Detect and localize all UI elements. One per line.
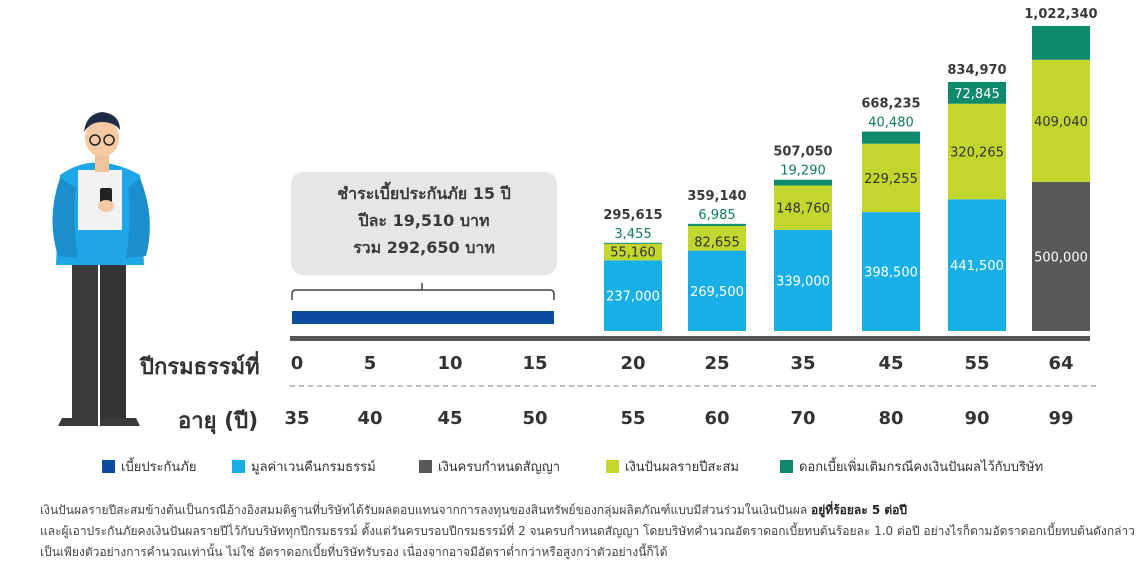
bar-segment-interest [1032,26,1090,60]
bar-segment-dividend [688,225,746,251]
footnote-part-2: และผู้เอาประกันภัยคงเงินปันผลรายปีไว้กับ… [40,524,1135,559]
legend-label-maturity: เงินครบกำหนดสัญญา [438,460,561,475]
total-label: 295,615 [603,208,662,223]
total-label: 834,970 [947,63,1006,78]
data-label-cash-value: 339,000 [776,274,830,289]
bar-segment-maturity [1032,181,1090,331]
policy-year-tick: 10 [437,353,462,374]
bar-group: 441,500 320,265 72,845 834,970 [947,63,1007,331]
info-line-3: รวม 292,650 บาท [353,238,495,257]
bar-segment-dividend [1032,59,1090,182]
data-label-dividend: 82,655 [694,236,740,251]
bar-segment-cash-value [948,199,1006,331]
data-label-dividend: 55,160 [610,245,656,260]
age-tick: 35 [284,408,309,429]
bar-group: 237,000 55,160 3,455 295,615 [603,208,663,331]
total-label: 1,022,340 [1024,7,1097,22]
legend-swatch-dividend [606,460,619,473]
legend-item-dividend: เงินปันผลรายปีสะสม [606,456,739,477]
age-tick: 70 [790,408,815,429]
data-label-interest: 40,480 [868,116,914,131]
legend-item-cash-value: มูลค่าเวนคืนกรมธรรม์ [232,456,376,477]
age-tick: 55 [620,408,645,429]
premium-bar [292,311,554,324]
legend-item-interest: ดอกเบี้ยเพิ่มเติมกรณีคงเงินปันผลไว้กับบร… [780,456,1043,477]
ticks-layer: 0 5 10 15 20 25 35 45 55 64 35 40 45 50 55 60 70 80 90 99 [284,353,1073,429]
legend-swatch-interest [780,460,793,473]
policy-year-tick: 25 [704,353,729,374]
legend-swatch-maturity [419,460,432,473]
data-label-dividend: 320,265 [950,146,1004,161]
bar-segment-dividend [604,243,662,261]
policy-year-tick: 20 [620,353,645,374]
bar-group: 269,500 82,655 6,985 359,140 [687,189,747,331]
info-line-2: ปีละ 19,510 บาท [358,211,490,230]
data-label-cash-value: 237,000 [606,290,660,305]
policy-year-tick: 5 [364,353,377,374]
bar-segment-cash-value [688,250,746,331]
age-tick: 99 [1048,408,1073,429]
stacked-bar-chart: 237,000 55,160 3,455 295,615 269,500 82,655 6,… [52,7,1098,429]
bars-layer: 237,000 55,160 3,455 295,615 269,500 82,655 6,… [603,7,1098,331]
policy-year-tick: 15 [522,353,547,374]
premium-bracket [291,283,555,300]
policy-year-tick: 55 [964,353,989,374]
footnote-part-1: เงินปันผลรายปีสะสมข้างต้นเป็นกรณีอ้างอิง… [40,503,812,517]
bar-group: 398,500 229,255 40,480 668,235 [861,97,921,331]
data-label-cash-value: 398,500 [864,266,918,281]
age-tick: 50 [522,408,547,429]
age-tick: 40 [357,408,382,429]
age-tick: 80 [878,408,903,429]
bar-group: 500,000 409,040 1,022,340 [1024,7,1098,331]
footnote-bold: อยู่ที่ร้อยละ 5 ต่อปี [811,503,907,517]
policy-year-tick: 0 [291,353,304,374]
legend-swatch-premium [102,460,115,473]
total-label: 507,050 [773,145,832,160]
data-label-interest: 3,455 [614,227,651,242]
data-label-cash-value: 441,500 [950,259,1004,274]
legend-label-dividend: เงินปันผลรายปีสะสม [625,460,739,475]
policy-year-row-label: ปีกรมธรรม์ที่ [140,355,260,380]
data-label-cash-value: 269,500 [690,285,744,300]
age-tick: 60 [704,408,729,429]
total-label: 359,140 [687,189,746,204]
legend-label-premium: เบี้ยประกันภัย [121,460,197,475]
bar-segment-dividend [774,185,832,230]
policy-year-tick: 64 [1048,353,1073,374]
data-label-dividend: 148,760 [776,202,830,217]
legend-swatch-cash-value [232,460,245,473]
bar-segment-cash-value [774,229,832,331]
bar-segment-interest [688,223,746,226]
bar-segment-cash-value [862,212,920,331]
total-label: 668,235 [861,97,920,112]
bar-segment-interest [604,242,662,244]
info-line-1: ชำระเบี้ยประกันภัย 15 ปี [337,184,511,203]
bar-group: 339,000 148,760 19,290 507,050 [773,145,833,331]
legend-item-maturity: เงินครบกำหนดสัญญา [419,456,560,477]
age-tick: 45 [437,408,462,429]
policy-year-tick: 35 [790,353,815,374]
bar-segment-interest [862,131,920,144]
policy-year-tick: 45 [878,353,903,374]
bar-segment-interest [948,82,1006,104]
age-row-label: อายุ (ปี) [178,409,259,434]
data-label-interest: 19,290 [780,164,826,179]
data-label-maturity: 500,000 [1034,250,1088,265]
bar-segment-cash-value [604,260,662,331]
legend-label-interest: ดอกเบี้ยเพิ่มเติมกรณีคงเงินปันผลไว้กับบร… [799,460,1044,475]
data-label-interest: 72,845 [954,87,1000,102]
data-label-dividend: 229,255 [864,172,918,187]
legend-label-cash-value: มูลค่าเวนคืนกรมธรรม์ [251,460,376,475]
footnote: เงินปันผลรายปีสะสมข้างต้นเป็นกรณีอ้างอิง… [40,500,1135,563]
person-illustration [52,112,150,426]
data-label-interest: 6,985 [698,208,735,223]
age-tick: 90 [964,408,989,429]
legend-item-premium: เบี้ยประกันภัย [102,456,196,477]
bar-segment-dividend [862,143,920,213]
bar-segment-interest [774,179,832,186]
data-label-dividend: 409,040 [1034,115,1088,130]
premium-info-box: ชำระเบี้ยประกันภัย 15 ปี ปีละ 19,510 บาท… [291,172,557,275]
x-axis-line [290,336,1090,341]
bar-segment-dividend [948,103,1006,200]
